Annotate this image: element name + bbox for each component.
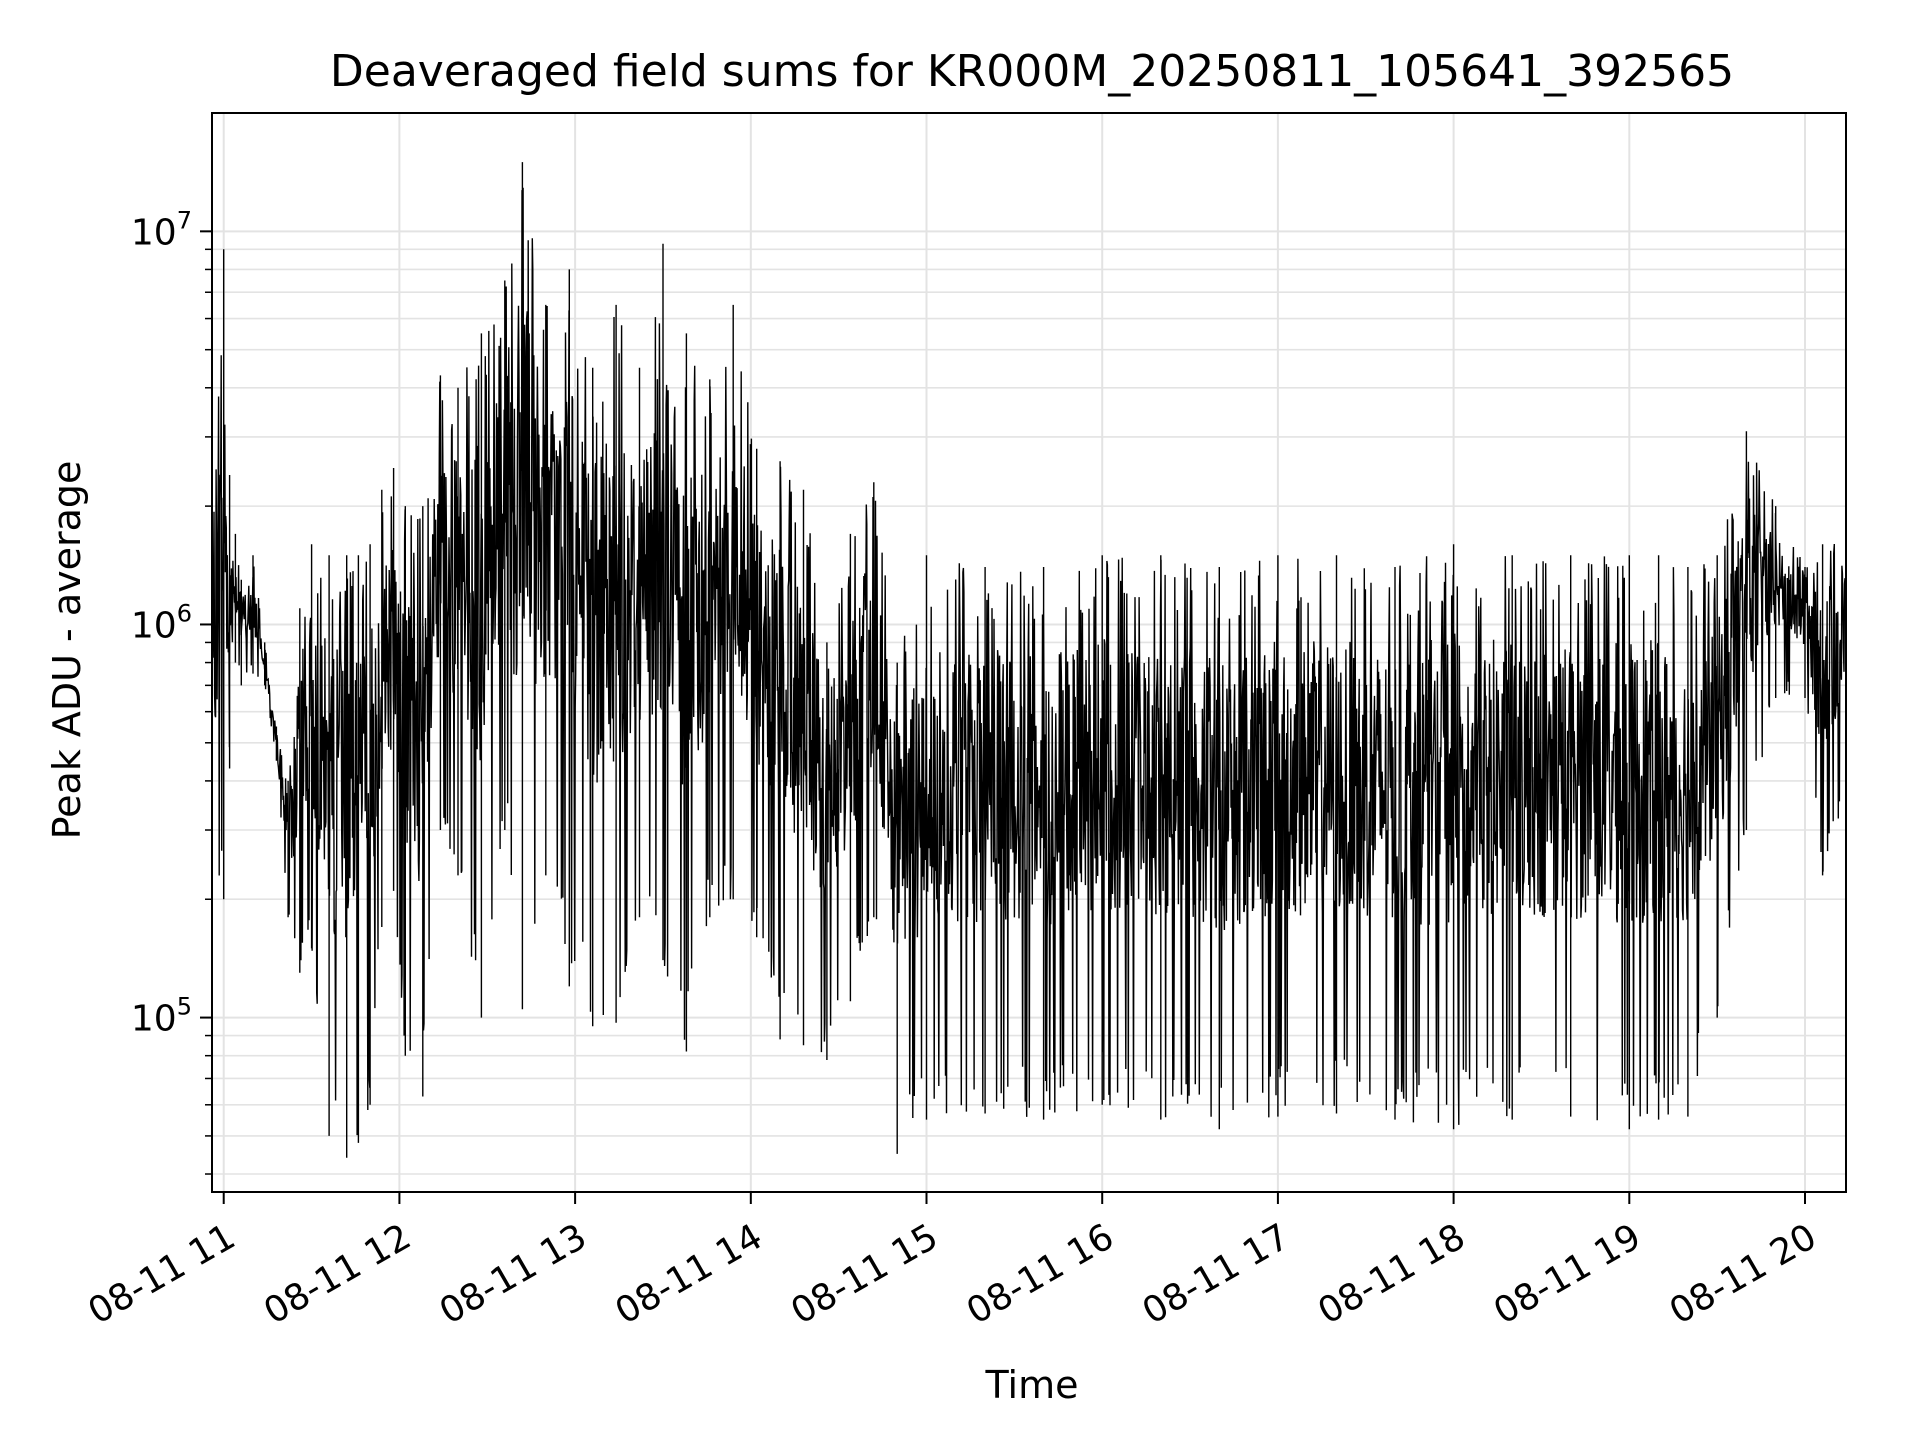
y-axis-label: Peak ADU - average xyxy=(45,461,89,840)
y-tick-label: 106 xyxy=(131,599,192,646)
series-path xyxy=(211,162,1847,1158)
x-axis-label: Time xyxy=(985,1363,1079,1407)
chart-title: Deaveraged field sums for KR000M_2025081… xyxy=(330,46,1734,97)
series-line xyxy=(211,162,1847,1158)
y-axis: 105 106 107 xyxy=(131,206,212,1175)
y-tick-label: 105 xyxy=(131,993,192,1040)
plot-frame xyxy=(211,112,1847,1193)
y-tick-label: 107 xyxy=(131,206,192,253)
